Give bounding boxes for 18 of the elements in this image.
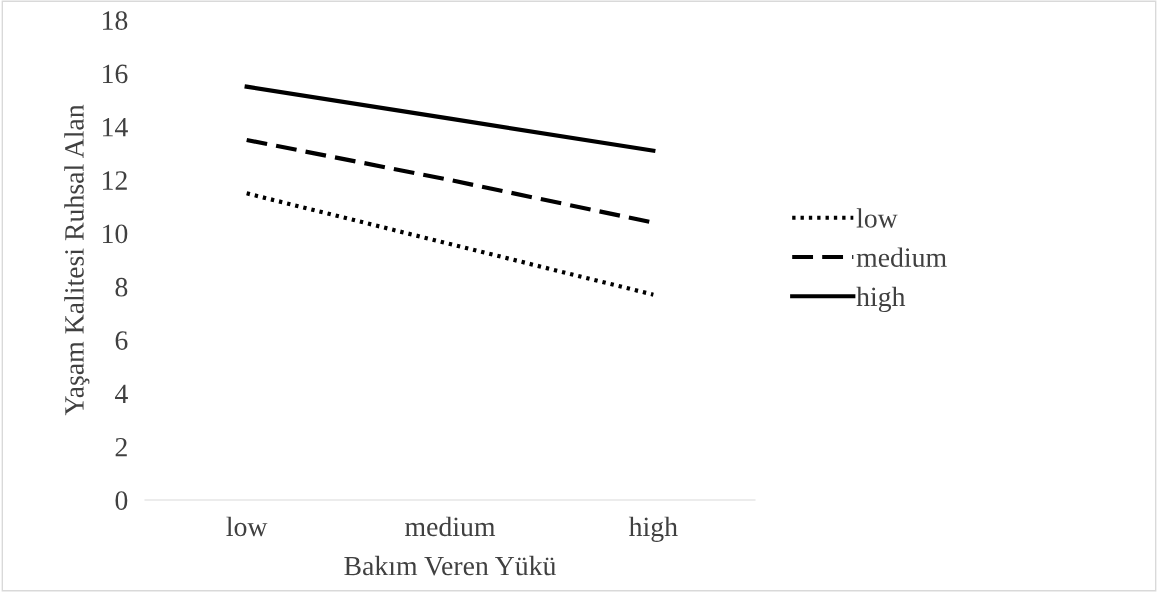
y-tick-label: 8 <box>115 277 128 297</box>
y-tick-label: 12 <box>103 171 127 190</box>
x-tick-label: high <box>628 516 678 542</box>
y-tick-label: 0 <box>115 491 128 510</box>
x-axis-title: Bakım Veren Yükü <box>344 555 556 576</box>
y-tick-label: 14 <box>103 117 128 137</box>
y-tick-label: 2 <box>115 437 127 457</box>
legend-label: low <box>856 208 898 228</box>
legend-label: medium <box>856 247 947 267</box>
y-tick-label: 4 <box>114 384 128 403</box>
y-axis-title: Yaşam Kalitesi Ruhsal Alan <box>64 104 90 416</box>
x-tick-label: low <box>226 516 268 537</box>
y-tick-label: 16 <box>103 64 128 84</box>
y-tick-label: 10 <box>103 224 128 244</box>
x-tick-label: medium <box>405 516 496 537</box>
legend-label: high <box>856 286 906 312</box>
y-tick-label: 18 <box>103 11 128 30</box>
y-tick-label: 6 <box>115 331 128 350</box>
